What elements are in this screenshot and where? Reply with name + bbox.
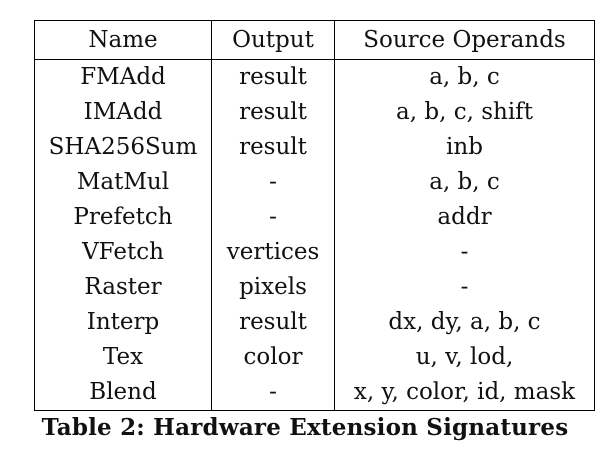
- table-row: SHA256Sum result inb: [34, 130, 595, 165]
- cell-name: MatMul: [34, 165, 212, 200]
- cell-source-operands: a, b, c, shift: [396, 99, 533, 125]
- cell-name: VFetch: [34, 235, 212, 270]
- cell-source-operands: inb: [446, 134, 483, 160]
- cell-output: color: [211, 340, 335, 375]
- cell-output: vertices: [211, 235, 335, 270]
- table-caption: Table 2: Hardware Extension Signatures: [41, 414, 569, 441]
- cell-output: pixels: [211, 270, 335, 305]
- signature-table-container: Name Output Source Operands FMAdd result…: [34, 20, 595, 411]
- cell-output: -: [211, 375, 335, 411]
- cell-source-operands: dx, dy, a, b, c: [388, 309, 541, 335]
- cell-output: result: [211, 59, 335, 95]
- cell-source-operands: -: [460, 274, 469, 300]
- table-row: Tex color u, v, lod,: [34, 340, 595, 375]
- hardware-extension-signatures-table: Name Output Source Operands FMAdd result…: [34, 20, 595, 411]
- cell-name: Interp: [34, 305, 212, 340]
- table-row: IMAdd result a, b, c, shift: [34, 95, 595, 130]
- cell-name: Tex: [34, 340, 212, 375]
- header-row: Name Output Source Operands: [34, 20, 595, 60]
- cell-source-operands: u, v, lod,: [415, 344, 514, 370]
- table-row: VFetch vertices -: [34, 235, 595, 270]
- cell-name: Blend: [34, 375, 212, 411]
- table-row: MatMul - a, b, c: [34, 165, 595, 200]
- table-row: Blend - x, y, color, id, mask: [34, 375, 595, 411]
- table-row: Prefetch - addr: [34, 200, 595, 235]
- table-header: Name Output Source Operands: [34, 20, 595, 60]
- cell-source-operands: x, y, color, id, mask: [353, 379, 576, 405]
- cell-name: FMAdd: [34, 59, 212, 95]
- cell-name: IMAdd: [34, 95, 212, 130]
- cell-source-operands: a, b, c: [429, 64, 500, 90]
- cell-output: result: [211, 130, 335, 165]
- cell-output: result: [211, 305, 335, 340]
- cell-output: result: [211, 95, 335, 130]
- table-row: Interp result dx, dy, a, b, c: [34, 305, 595, 340]
- cell-source-operands: a, b, c: [429, 169, 500, 195]
- cell-name: Prefetch: [34, 200, 212, 235]
- header-output: Output: [211, 20, 335, 60]
- table-body: FMAdd result a, b, c IMAdd result a, b, …: [34, 59, 595, 411]
- header-source-operands: Source Operands: [334, 20, 595, 60]
- table-row: Raster pixels -: [34, 270, 595, 305]
- cell-output: -: [211, 200, 335, 235]
- cell-name: SHA256Sum: [34, 130, 212, 165]
- cell-name: Raster: [34, 270, 212, 305]
- header-name: Name: [34, 20, 212, 60]
- table-row: FMAdd result a, b, c: [34, 59, 595, 95]
- cell-output: -: [211, 165, 335, 200]
- cell-source-operands: addr: [437, 204, 492, 230]
- cell-source-operands: -: [460, 239, 469, 265]
